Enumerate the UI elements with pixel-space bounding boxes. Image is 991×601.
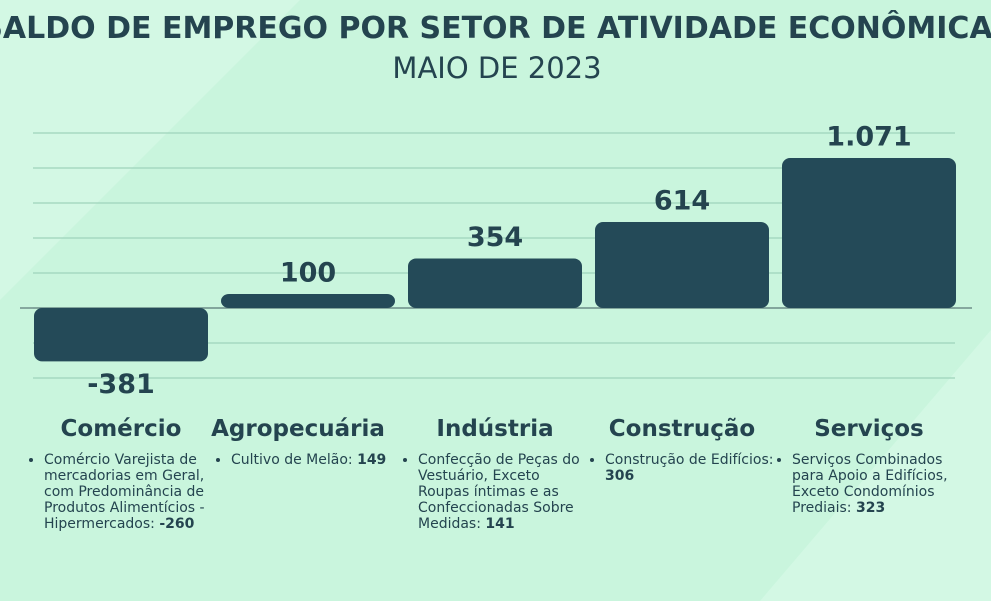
sector-detail: Comércio Varejista de mercadorias em Ger… <box>26 452 219 532</box>
detail-item: Serviços Combinados para Apoio a Edifíci… <box>792 452 967 516</box>
decoration <box>0 0 300 300</box>
detail-value: 141 <box>485 516 515 532</box>
bar <box>408 258 582 308</box>
category-label: Serviços <box>814 416 924 442</box>
detail-value: 323 <box>855 500 886 516</box>
bar <box>782 158 956 308</box>
detail-item: Comércio Varejista de mercadorias em Ger… <box>44 452 219 532</box>
category-label: Construção <box>608 416 756 442</box>
category-label: Comércio <box>60 416 182 442</box>
detail-text: Cultivo de Melão: <box>231 452 353 468</box>
detail-item: Cultivo de Melão: 149 <box>231 452 406 468</box>
detail-item: Construção de Edifícios: 306 <box>605 452 780 484</box>
bar <box>34 308 208 362</box>
data-label: 354 <box>467 222 523 253</box>
decoration <box>760 330 991 601</box>
sector-detail: Confecção de Peças do Vestuário, Exceto … <box>400 452 593 532</box>
detail-text: Serviços Combinados para Apoio a Edifíci… <box>792 452 948 516</box>
bar <box>595 222 769 308</box>
detail-value: 149 <box>357 452 387 468</box>
category-label: Indústria <box>436 416 554 442</box>
detail-value: -260 <box>159 516 195 532</box>
detail-item: Confecção de Peças do Vestuário, Exceto … <box>418 452 593 532</box>
chart-subtitle: MAIO DE 2023 <box>392 51 601 85</box>
detail-value: 306 <box>605 468 635 484</box>
detail-text: Confecção de Peças do Vestuário, Exceto … <box>418 452 580 532</box>
data-label: 1.071 <box>826 122 911 153</box>
chart-title: SALDO DE EMPREGO POR SETOR DE ATIVIDADE … <box>0 9 991 46</box>
data-label: -381 <box>87 369 155 400</box>
data-label: 100 <box>280 258 336 289</box>
bar <box>221 294 395 308</box>
data-label: 614 <box>654 186 710 217</box>
category-label: Agropecuária <box>211 416 385 442</box>
sector-detail: Construção de Edifícios: 306 <box>587 452 780 484</box>
detail-text: Comércio Varejista de mercadorias em Ger… <box>44 452 205 532</box>
sector-detail: Cultivo de Melão: 149 <box>213 452 406 468</box>
detail-text: Construção de Edifícios: <box>605 452 774 468</box>
sector-detail: Serviços Combinados para Apoio a Edifíci… <box>774 452 967 516</box>
